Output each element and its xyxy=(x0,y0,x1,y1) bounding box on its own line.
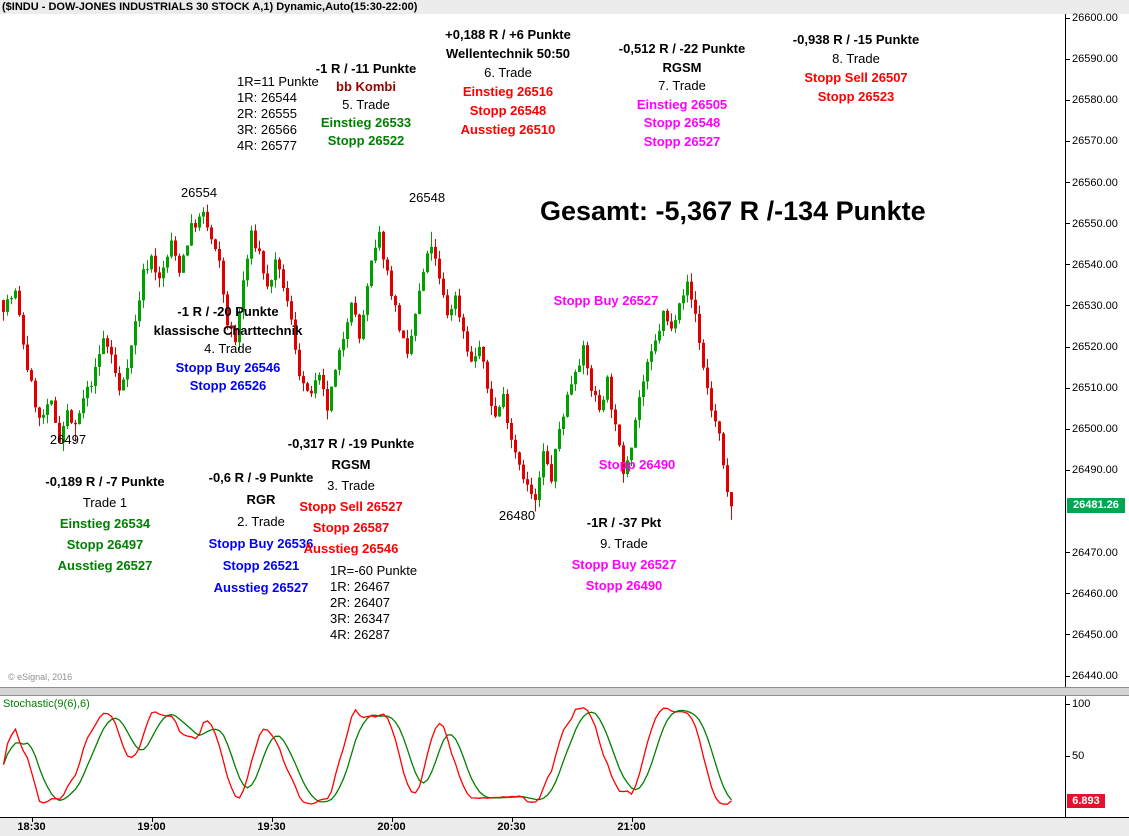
time-axis-label: 20:00 xyxy=(377,821,406,833)
stoch-axis-tick xyxy=(1066,703,1070,705)
time-axis-label: 18:30 xyxy=(17,821,46,833)
price-axis-label: 26520.00 xyxy=(1072,341,1118,353)
price-axis-tick xyxy=(1066,428,1070,430)
price-axis-tick xyxy=(1066,264,1070,266)
axis-separator-line xyxy=(1065,14,1066,817)
price-axis-tick xyxy=(1066,182,1070,183)
time-axis-tick xyxy=(271,818,273,822)
time-axis-tick xyxy=(391,818,393,822)
price-axis-label: 26600.00 xyxy=(1072,12,1118,24)
stochastic-panel[interactable]: Stochastic(9(6),6) xyxy=(0,696,1065,817)
copyright-label: © eSignal, 2016 xyxy=(8,672,73,682)
price-axis-label: 26500.00 xyxy=(1072,423,1118,436)
time-axis-label: 21:00 xyxy=(617,821,646,833)
price-axis-label: 26550.00 xyxy=(1072,217,1118,230)
price-axis-tick xyxy=(1066,675,1070,677)
stoch-axis-label: 100 xyxy=(1072,698,1091,710)
price-axis-label: 26560.00 xyxy=(1072,176,1118,189)
candlestick-chart xyxy=(2,204,733,520)
panel-splitter[interactable] xyxy=(0,687,1129,696)
price-chart-panel[interactable]: © eSignal, 2016 xyxy=(0,14,1065,687)
time-axis-label: 19:30 xyxy=(257,821,286,833)
stochastic-plot xyxy=(2,707,733,805)
stochastic-indicator-label: Stochastic(9(6),6) xyxy=(3,698,90,710)
price-axis-label: 26450.00 xyxy=(1072,628,1118,641)
price-axis-tick xyxy=(1066,305,1070,307)
stoch-axis-tick xyxy=(1066,755,1070,757)
price-axis-tick xyxy=(1066,634,1070,636)
price-axis-label: 26590.00 xyxy=(1072,53,1118,66)
price-axis-tick xyxy=(1066,387,1070,389)
price-axis-tick xyxy=(1066,223,1070,225)
price-axis-tick xyxy=(1066,346,1070,348)
price-axis-label: 26490.00 xyxy=(1072,464,1118,477)
price-axis-label: 26530.00 xyxy=(1072,299,1118,312)
price-axis-label: 26580.00 xyxy=(1072,94,1118,107)
price-axis-label: 26440.00 xyxy=(1072,670,1118,682)
price-axis-tick xyxy=(1066,593,1070,595)
price-axis-tick xyxy=(1066,552,1070,554)
price-axis-label: 26460.00 xyxy=(1072,587,1118,600)
price-axis-tick xyxy=(1066,99,1070,101)
time-axis-tick xyxy=(511,818,513,822)
stochastic-axis[interactable]: 6.893 100 50 xyxy=(1066,696,1129,817)
last-price-badge: 26481.26 xyxy=(1067,498,1125,514)
price-axis[interactable]: 26481.26 26600.00 26590.00 26580.00 26570.0… xyxy=(1066,12,1129,687)
price-axis-tick xyxy=(1066,58,1070,60)
time-axis-label: 20:30 xyxy=(497,821,526,833)
price-axis-label: 26540.00 xyxy=(1072,258,1118,271)
time-axis[interactable]: 18:30 19:00 19:30 20:00 20:30 21:00 xyxy=(0,817,1129,836)
time-axis-label: 19:00 xyxy=(137,821,166,833)
window-title: ($INDU - DOW-JONES INDUSTRIALS 30 STOCK … xyxy=(0,0,1129,14)
price-axis-label: 26510.00 xyxy=(1072,382,1118,395)
price-axis-tick xyxy=(1066,469,1070,471)
stochastic-value-badge: 6.893 xyxy=(1067,793,1105,808)
price-axis-label: 26570.00 xyxy=(1072,135,1118,148)
price-axis-label: 26470.00 xyxy=(1072,546,1118,559)
time-axis-tick xyxy=(631,818,633,822)
time-axis-tick xyxy=(31,818,33,822)
stoch-axis-label: 50 xyxy=(1072,750,1085,762)
price-axis-tick xyxy=(1066,140,1070,142)
time-axis-tick xyxy=(151,818,153,822)
price-axis-tick xyxy=(1066,17,1070,19)
